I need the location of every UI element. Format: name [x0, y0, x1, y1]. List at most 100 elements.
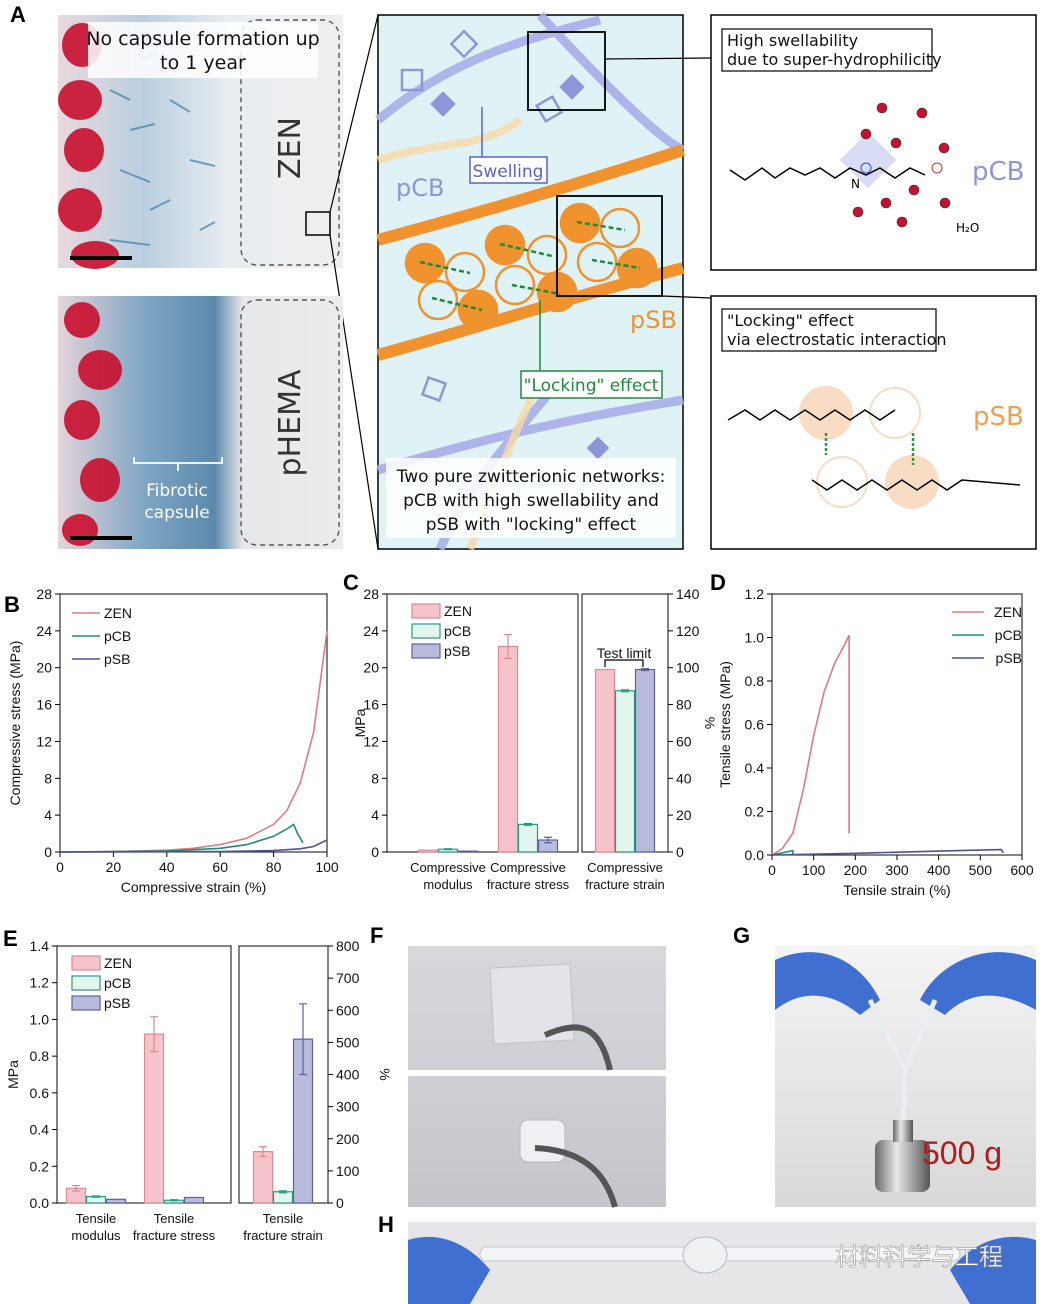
chart-y-tick-label: 0.6 — [745, 717, 765, 733]
error-bar-pcb — [621, 689, 629, 693]
legend-label-pcb: pCB — [104, 975, 131, 991]
scale-bar — [70, 256, 132, 260]
test-limit-bracket — [604, 659, 644, 667]
inset-psb-label: pSB — [973, 402, 1024, 432]
chart-right-y-tick-label: 0 — [676, 844, 684, 860]
chart-e-tensile-bars: 0.0 0.2 0.4 0.6 0.8 1.0 1.2 1.4 0 100 200 300 400 500… — [5, 938, 393, 1243]
legend-label-zen: ZEN — [104, 605, 132, 621]
chart-y-tick-label: 0 — [44, 844, 52, 860]
chart-y-tick-label: 28 — [36, 586, 52, 602]
panel-label-h: H — [378, 1212, 394, 1237]
swelling-label: Swelling — [473, 162, 544, 182]
category-label: fracture stress — [133, 1228, 216, 1243]
error-bar-pcb — [444, 848, 452, 851]
chart-y-tick-label: 4 — [371, 807, 379, 823]
series-line-pcb — [771, 849, 794, 856]
panel-label-e: E — [3, 926, 18, 951]
chart-y-tick-label: 0.8 — [745, 673, 765, 689]
chart-x-tick-label: 100 — [802, 862, 826, 878]
error-bar-pcb — [279, 1190, 287, 1194]
chart-y-tick-label: 1.4 — [30, 938, 50, 954]
chart-y-tick-label: 28 — [363, 586, 379, 602]
x-axis-label: Tensile strain (%) — [843, 882, 950, 898]
legend-label-zen: ZEN — [104, 955, 132, 971]
pcb-label: pCB — [396, 174, 444, 202]
legend-label-pcb: pCB — [995, 627, 1022, 643]
category-label: Compressive — [490, 860, 566, 875]
bar-psb — [634, 668, 656, 853]
y-axis-label: Compressive stress (MPa) — [7, 641, 23, 806]
plot-frame-right — [238, 945, 329, 1204]
chart-x-tick-label: 0 — [768, 862, 776, 878]
locking-zoom-box — [556, 195, 663, 297]
chart-right-y-tick-label: 300 — [336, 1099, 360, 1115]
caption-line-3: pSB with "locking" effect — [426, 515, 637, 535]
chart-right-y-tick-label: 700 — [336, 970, 360, 986]
series-line-zen — [59, 630, 328, 853]
chart-x-tick-label: 600 — [1010, 862, 1034, 878]
panel-label-a: A — [10, 2, 26, 27]
chart-y-tick-label: 4 — [44, 807, 52, 823]
error-bar-psb — [544, 836, 552, 844]
chart-y-tick-label: 24 — [363, 623, 379, 639]
chart-right-y-tick-label: 600 — [336, 1002, 360, 1018]
panel-label-b: B — [4, 592, 20, 617]
bar-psb — [457, 850, 479, 853]
caption-line-2: pCB with high swellability and — [403, 491, 659, 511]
legend-swatch-psb — [71, 995, 101, 1011]
chart-y-tick-label: 1.2 — [745, 586, 765, 602]
chart-b-compressive-stress-strain: 0 20 40 60 80 100 0 4 8 12 16 20 24 28 ZEN pCB pSB Compre… — [7, 586, 339, 895]
chart-right-y-tick-label: 100 — [336, 1163, 360, 1179]
plot-frame — [771, 593, 1023, 856]
inset-pcb: High swellability due to super-hydrophil… — [710, 14, 1037, 271]
category-label: Compressive — [410, 860, 486, 875]
water-label: H₂O — [956, 221, 979, 235]
chart-right-y-tick-label: 80 — [676, 697, 692, 713]
legend-label-psb: pSB — [444, 643, 470, 659]
legend-label-pcb: pCB — [444, 623, 471, 639]
histology-phema: pHEMA Fibrotic capsule — [58, 296, 343, 549]
chart-y-tick-label: 0.0 — [30, 1195, 50, 1211]
chart-right-y-tick-label: 400 — [336, 1067, 360, 1083]
chart-right-y-tick-label: 100 — [676, 660, 700, 676]
watermark: 材料科学与工程 — [835, 1243, 1003, 1271]
bar-zen — [143, 1033, 165, 1204]
legend-label-psb: pSB — [104, 651, 130, 667]
chart-right-y-tick-label: 0 — [336, 1195, 344, 1211]
chart-y-tick-label: 24 — [36, 623, 52, 639]
chart-y-tick-label: 0.8 — [30, 1048, 50, 1064]
chart-d-tensile-stress-strain: 0 100 200 300 400 500 600 0.0 0.2 0.4 0.6 0.8 1.0 1.2… — [717, 586, 1034, 898]
bar-psb — [183, 1196, 205, 1204]
psb-label: pSB — [630, 306, 677, 334]
inset-psb-title-2: via electrostatic interaction — [727, 330, 947, 349]
no-capsule-note: No capsule formation up — [86, 28, 319, 50]
chart-y-tick-label: 16 — [36, 697, 52, 713]
bar-zen — [497, 645, 519, 853]
panel-label-c: C — [343, 570, 359, 595]
chart-x-tick-label: 400 — [927, 862, 951, 878]
error-bar-zen — [259, 1146, 267, 1158]
panel-label-g: G — [733, 923, 750, 948]
legend-swatch-pcb — [71, 975, 101, 991]
category-label: Tensile — [154, 1211, 194, 1226]
chart-x-tick-label: 100 — [315, 859, 339, 875]
bar-psb — [105, 1198, 127, 1204]
chart-x-tick-label: 40 — [159, 859, 175, 875]
error-bar-zen — [504, 633, 512, 660]
chart-right-y-tick-label: 60 — [676, 733, 692, 749]
photo-h-knotted-hydrogel: 材料科学与工程 — [408, 1222, 1036, 1304]
error-bar-pcb — [524, 822, 532, 826]
locking-label: "Locking" effect — [524, 376, 659, 396]
capsule-label: capsule — [144, 503, 209, 523]
chart-y-tick-label: 8 — [44, 770, 52, 786]
chart-y-tick-label: 0.4 — [30, 1122, 50, 1138]
svg-text:N: N — [851, 177, 860, 191]
photo-g-weight-lifting: 500 g — [775, 946, 1036, 1207]
chart-y-tick-label: 20 — [363, 660, 379, 676]
chart-x-tick-label: 200 — [844, 862, 868, 878]
chart-right-y-tick-label: 200 — [336, 1131, 360, 1147]
legend-label-zen: ZEN — [994, 604, 1022, 620]
chart-x-tick-label: 500 — [969, 862, 993, 878]
bar-pcb — [272, 1191, 294, 1204]
inset-psb: "Locking" effect via electrostatic inter… — [710, 295, 1037, 550]
